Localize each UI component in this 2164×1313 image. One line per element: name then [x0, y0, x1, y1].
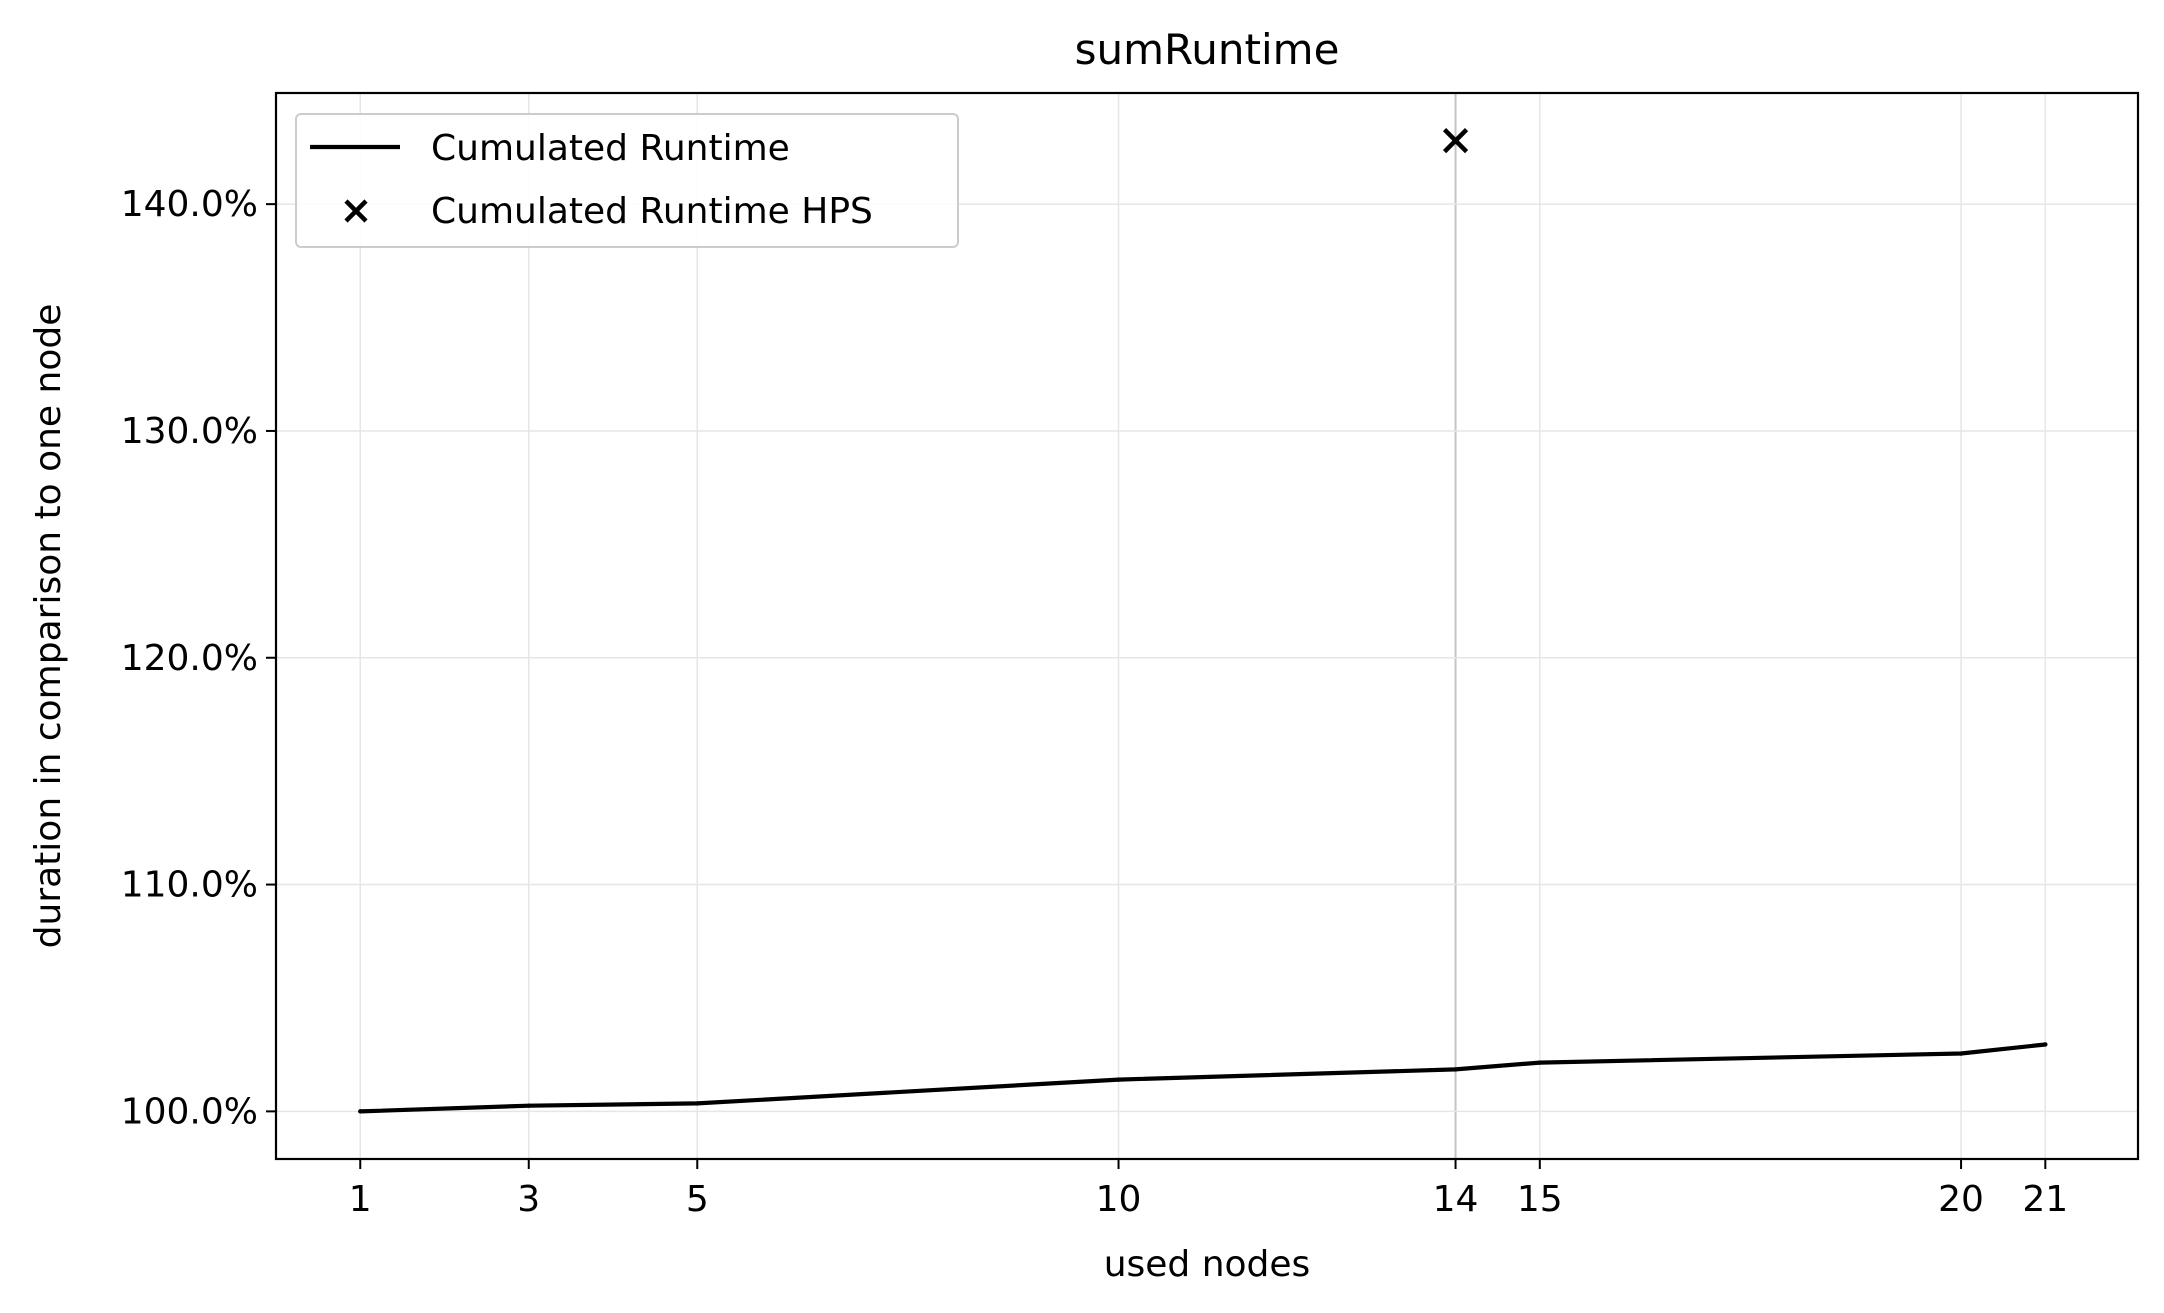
legend-box: [295, 113, 959, 248]
x-tick-label: 15: [1517, 1179, 1563, 1220]
legend: Cumulated Runtime Cumulated Runtime HPS: [295, 113, 959, 248]
x-tick-label: 21: [2022, 1179, 2068, 1220]
legend-entry-cumulated-runtime: Cumulated Runtime: [431, 128, 790, 169]
chart-title: sumRuntime: [1075, 25, 1340, 74]
x-tick-label: 3: [517, 1179, 540, 1220]
data-point-cumulated-runtime: [695, 1101, 700, 1106]
plot-data: [358, 128, 2048, 1114]
x-tick-label: 1: [349, 1179, 372, 1220]
y-tick-label: 110.0%: [121, 865, 258, 906]
x-tick-label: 5: [686, 1179, 709, 1220]
x-tick-label: 10: [1096, 1179, 1142, 1220]
y-tick-label: 100.0%: [121, 1091, 258, 1132]
data-point-cumulated-runtime: [1453, 1067, 1458, 1072]
data-point-cumulated-runtime-hps: [1442, 128, 1469, 154]
y-tick-label: 130.0%: [121, 411, 258, 452]
y-axis-label: duration in comparison to one node: [28, 304, 69, 949]
legend-entry-cumulated-runtime-hps: Cumulated Runtime HPS: [431, 191, 873, 232]
legend-x-marker: [344, 199, 368, 223]
grid: [276, 93, 2138, 1159]
data-point-cumulated-runtime: [1116, 1077, 1121, 1082]
data-point-cumulated-runtime: [1537, 1060, 1543, 1065]
data-point-cumulated-runtime: [526, 1103, 531, 1108]
x-tick-label: 14: [1433, 1179, 1479, 1220]
plot-frame: [274, 91, 2140, 1161]
data-point-cumulated-runtime: [358, 1109, 363, 1114]
y-tick-label: 140.0%: [121, 184, 258, 225]
series-line-cumulated-runtime: [360, 1042, 2046, 1114]
marker-stroke: [1442, 128, 1469, 154]
y-tick-label: 120.0%: [121, 638, 258, 679]
x-axis-label: used nodes: [1104, 1244, 1311, 1285]
axis-ticks: 1 3 5 10 14 15 20 21 100.0% 110.0% 120.0% 130.0% 140…: [121, 184, 2069, 1220]
data-point-cumulated-runtime: [1958, 1051, 1964, 1056]
data-point-cumulated-runtime: [2043, 1042, 2048, 1047]
x-tick-label: 20: [1938, 1179, 1984, 1220]
